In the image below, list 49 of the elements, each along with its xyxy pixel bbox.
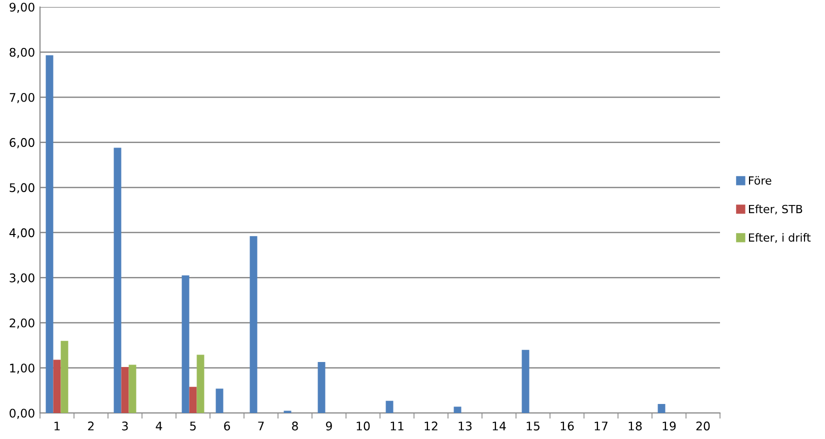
bar <box>128 364 136 413</box>
bar <box>216 388 224 413</box>
bar <box>189 386 197 413</box>
legend-label: Före <box>749 176 772 185</box>
x-tick-label: 17 <box>594 422 608 430</box>
x-tick-label: 12 <box>424 422 438 430</box>
x-tick-label: 11 <box>390 422 404 430</box>
x-tick-label: 15 <box>526 422 540 430</box>
x-tick-label: 7 <box>258 422 264 430</box>
bar <box>658 404 666 413</box>
bar <box>250 236 258 413</box>
x-tick-label: 14 <box>492 422 506 430</box>
y-tick-label: 3,00 <box>10 273 34 284</box>
x-tick-label: 19 <box>662 422 676 430</box>
y-tick-label: 7,00 <box>10 92 34 104</box>
bar <box>182 275 190 413</box>
bar <box>318 362 326 413</box>
bar <box>196 354 204 413</box>
x-tick-label: 4 <box>156 422 162 430</box>
bar <box>522 350 530 413</box>
y-tick-label: 9,00 <box>10 2 34 13</box>
x-tick-label: 8 <box>292 422 298 430</box>
y-tick-label: 0,00 <box>10 408 34 419</box>
x-tick-label: 16 <box>560 422 574 430</box>
x-tick-label: 6 <box>224 422 230 430</box>
x-tick-label: 18 <box>628 422 642 430</box>
x-tick-label: 1 <box>54 422 60 430</box>
x-tick-label: 10 <box>356 422 370 430</box>
legend-label: Efter, i drift <box>749 233 811 243</box>
x-tick-label: 5 <box>190 422 196 430</box>
y-tick-label: 5,00 <box>10 183 34 194</box>
bar <box>121 366 129 413</box>
x-tick-label: 20 <box>696 422 710 430</box>
bar <box>454 406 462 413</box>
y-tick-label: 1,00 <box>10 364 34 374</box>
y-tick-label: 6,00 <box>10 138 34 148</box>
x-tick-label: 9 <box>326 422 332 430</box>
x-tick-label: 3 <box>122 422 128 430</box>
bar <box>386 400 394 413</box>
bar <box>60 340 68 413</box>
y-tick-label: 8,00 <box>10 48 34 58</box>
y-tick-label: 4,00 <box>9 228 34 238</box>
bar <box>114 148 122 413</box>
bar <box>46 55 54 413</box>
bar <box>53 360 61 413</box>
x-tick-label: 13 <box>458 422 472 430</box>
y-tick-label: 2,00 <box>10 318 34 329</box>
legend-label: Efter, STB <box>749 204 802 214</box>
x-tick-label: 2 <box>88 422 94 430</box>
